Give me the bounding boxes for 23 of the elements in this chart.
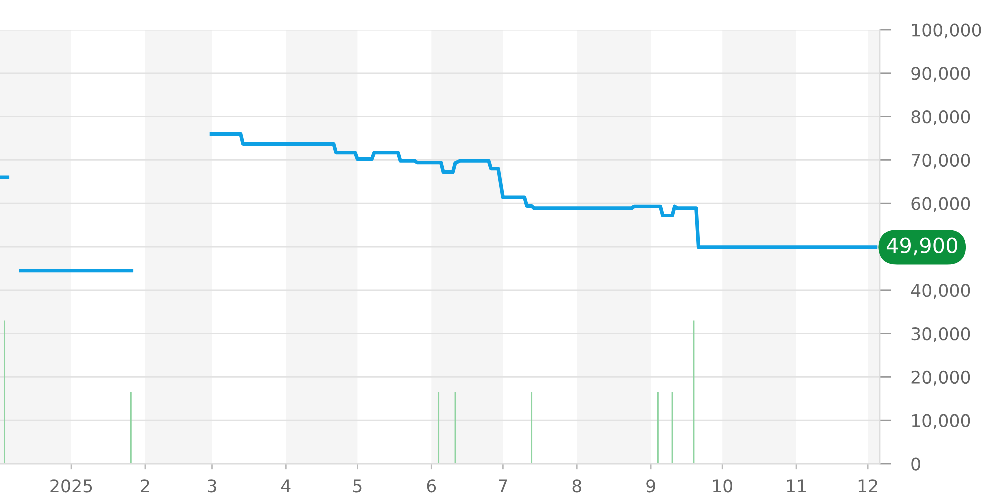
x-tick-label: 4 xyxy=(282,480,291,492)
x-tick-label: 11 xyxy=(787,480,806,492)
y-tick-label: 70,000 xyxy=(912,154,970,169)
x-tick-label: 9 xyxy=(646,480,656,493)
y-tick-label: 100,000 xyxy=(912,24,982,39)
y-tick-label: 20,000 xyxy=(912,370,970,386)
y-tick-label: 0 xyxy=(912,458,920,471)
x-tick-label: 5 xyxy=(354,480,362,493)
x-tick-label: 2 xyxy=(141,480,150,492)
x-tick-label: 8 xyxy=(572,480,582,493)
x-tick-label: 3 xyxy=(208,480,216,493)
x-tick-label: 2025 xyxy=(50,480,92,493)
x-tick-label: 7 xyxy=(499,480,508,492)
annotation: 49,900 xyxy=(886,238,958,256)
y-tick-label: 90,000 xyxy=(912,67,970,82)
y-tick-label: 10,000 xyxy=(912,414,970,430)
y-tick-label: 30,000 xyxy=(912,328,970,342)
y-tick-label: 80,000 xyxy=(912,110,970,126)
y-tick-label: 40,000 xyxy=(911,284,970,300)
x-tick-label: 12 xyxy=(858,480,878,492)
x-tick-label: 6 xyxy=(427,480,436,493)
x-tick-label: 10 xyxy=(713,480,732,493)
y-tick-label: 60,000 xyxy=(912,197,970,212)
